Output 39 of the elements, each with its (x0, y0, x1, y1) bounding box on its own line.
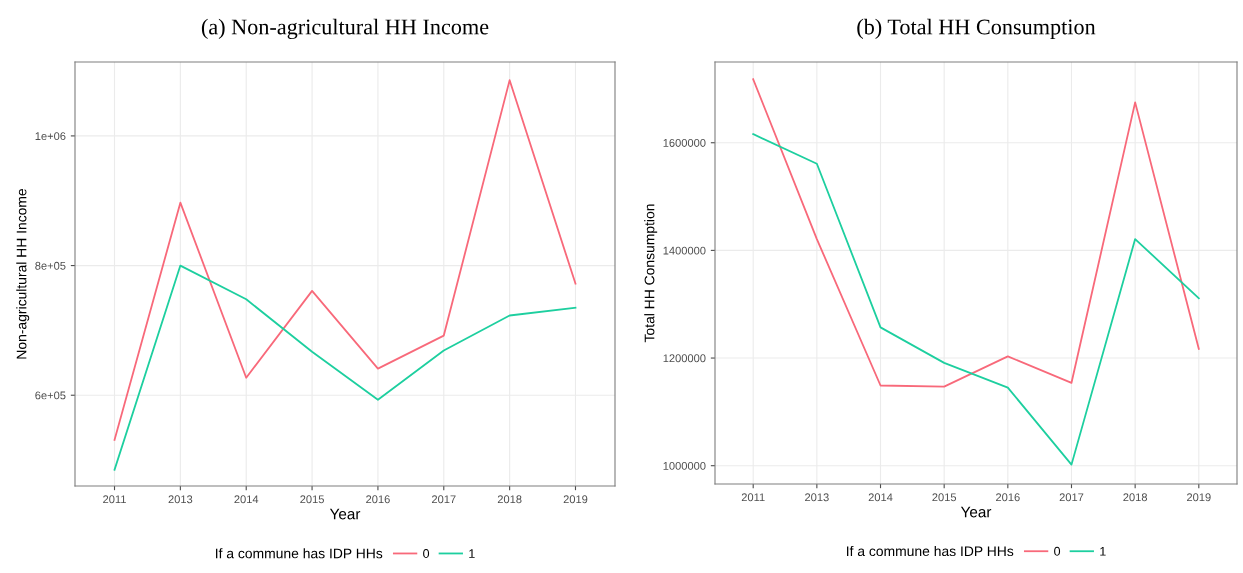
x-axis-title: Year (329, 508, 361, 520)
x-tick-label: 2017 (431, 495, 456, 504)
x-tick-label: 2011 (741, 493, 765, 502)
y-tick-label: 6e+05 (35, 391, 66, 400)
x-tick-label: 2019 (1187, 493, 1211, 502)
y-tick-label: 1600000 (663, 139, 706, 147)
x-tick-label: 2015 (300, 495, 324, 504)
legend-label: 1 (469, 549, 475, 558)
x-tick-label: 2016 (996, 493, 1020, 502)
x-tick-label: 2013 (805, 493, 829, 502)
y-axis-title: Non-agricultural HH Income (16, 188, 30, 359)
line-series (113, 79, 577, 441)
line-series (752, 133, 1200, 466)
chart-title: (a) Non-agricultural HH Income (201, 18, 489, 40)
y-tick-label: 1400000 (663, 246, 706, 255)
legend-title: If a commune has IDP HHs (216, 548, 383, 559)
line-series (752, 78, 1200, 388)
x-tick-label: 2016 (366, 495, 390, 504)
y-axis-title: Total HH Consumption (644, 204, 658, 343)
line-series (113, 264, 577, 471)
x-tick-label: 2019 (563, 495, 588, 504)
legend-label: 0 (423, 549, 430, 558)
legend-label: 0 (1054, 546, 1061, 556)
x-tick-label: 2018 (497, 495, 522, 504)
x-tick-label: 2017 (1059, 493, 1084, 502)
y-tick-label: 1000000 (663, 461, 706, 470)
y-tick-label: 1200000 (663, 354, 706, 363)
x-tick-label: 2015 (932, 493, 957, 502)
legend-label: 1 (1100, 547, 1106, 556)
x-tick-label: 2018 (1123, 493, 1148, 502)
y-tick-label: 1e+06 (35, 132, 66, 141)
x-tick-label: 2014 (868, 493, 893, 502)
x-axis-title: Year (960, 506, 992, 518)
x-tick-label: 2011 (103, 495, 126, 504)
legend-title: If a commune has IDP HHs (847, 545, 1014, 557)
y-tick-label: 8e+05 (35, 261, 66, 270)
x-tick-label: 2013 (168, 495, 193, 504)
x-tick-label: 2014 (234, 495, 259, 504)
chart-title: (b) Total HH Consumption (857, 18, 1096, 39)
